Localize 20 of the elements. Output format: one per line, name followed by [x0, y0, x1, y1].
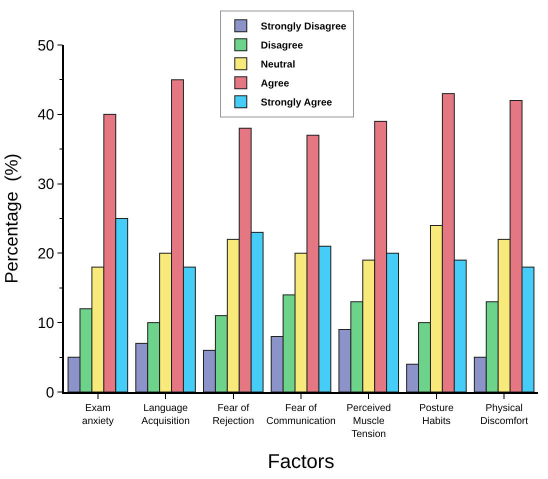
- x-axis-title: Factors: [268, 450, 334, 473]
- y-axis-title: Percentage (%): [1, 153, 22, 284]
- x-tick-label: Fear of Communication: [266, 402, 336, 427]
- legend-label: Strongly Disagree: [260, 22, 347, 33]
- y-tick-label: 10: [38, 314, 54, 332]
- x-tick-label: Posture Habits: [419, 402, 454, 427]
- legend-label: Agree: [260, 78, 290, 90]
- y-tick-label: 40: [38, 106, 54, 124]
- x-tick-label: Physical Discomfort: [480, 402, 528, 427]
- legend-label: Disagree: [260, 40, 304, 52]
- x-tick-label: Language Acquisition: [141, 402, 190, 427]
- legend-label: Neutral: [260, 60, 296, 71]
- x-tick-label: Exam anxiety: [82, 402, 114, 427]
- x-tick-label: Perceived Muscle Tension: [346, 402, 391, 440]
- y-tick-label: 20: [38, 245, 54, 262]
- y-tick-label: 50: [38, 37, 54, 54]
- y-tick-label: 30: [38, 176, 54, 194]
- y-tick-label: 0: [46, 384, 54, 402]
- x-tick-label: Fear of Rejection: [212, 402, 254, 427]
- legend-label: Strongly Agree: [260, 98, 333, 109]
